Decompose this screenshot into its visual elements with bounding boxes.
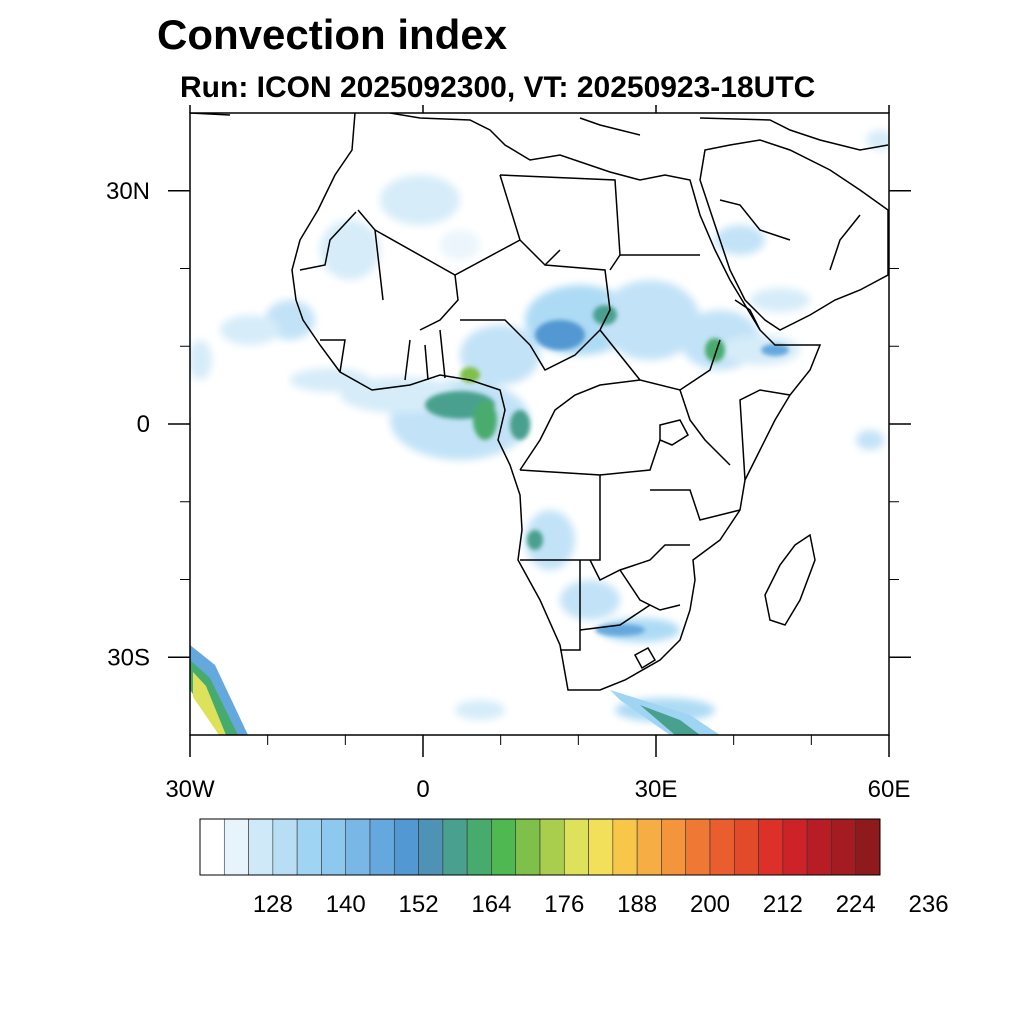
colorbar-box: [782, 818, 808, 876]
map-subtitle: Run: ICON 2025092300, VT: 20250923-18UTC: [180, 71, 816, 104]
colorbar-box: [491, 818, 517, 876]
colorbar-box: [272, 818, 298, 876]
colorbar-box: [418, 818, 444, 876]
colorbar-label: 224: [836, 891, 876, 918]
colorbar-box: [369, 818, 395, 876]
lat-label: 30N: [106, 178, 150, 205]
colorbar-box: [296, 818, 322, 876]
colorbar-label: 164: [471, 891, 511, 918]
axis-ticks: 30W 0 30E 60E 30N 0 30S: [106, 105, 911, 803]
colorbar-box: [563, 818, 589, 876]
colorbar-box: [758, 818, 784, 876]
colorbar-box: [466, 818, 492, 876]
colorbar-box: [345, 818, 371, 876]
lon-label: 30W: [165, 776, 215, 803]
lat-label: 30S: [107, 644, 150, 671]
colorbar-box: [831, 818, 857, 876]
colorbar-box: [806, 818, 832, 876]
colorbar-box: [733, 818, 759, 876]
colorbar-box: [685, 818, 711, 876]
colorbar-label: 152: [399, 891, 439, 918]
colorbar-box: [321, 818, 347, 876]
colorbar-box: [588, 818, 614, 876]
colorbar-box: [661, 818, 687, 876]
colorbar-box: [636, 818, 662, 876]
lon-label: 30E: [635, 776, 678, 803]
colorbar-label: 200: [690, 891, 730, 918]
colorbar-box: [709, 818, 735, 876]
colorbar-label: 236: [909, 891, 949, 918]
colorbar-box: [393, 818, 419, 876]
lon-label: 60E: [868, 776, 911, 803]
colorbar-box: [199, 818, 225, 876]
colorbar-box: [223, 818, 249, 876]
colorbar-box: [442, 818, 468, 876]
lon-label: 0: [416, 776, 429, 803]
colorbar-box: [855, 818, 881, 876]
convection-field: [190, 130, 889, 735]
colorbar-box: [539, 818, 565, 876]
colorbar-label: 128: [253, 891, 293, 918]
colorbar-label: 140: [326, 891, 366, 918]
colorbar-label: 176: [544, 891, 584, 918]
map-title: Convection index: [157, 11, 508, 58]
colorbar-frame: [199, 818, 881, 876]
lat-label: 0: [137, 411, 150, 438]
colorbar-label: 188: [617, 891, 657, 918]
colorbar-box: [515, 818, 541, 876]
colorbar-box: [248, 818, 274, 876]
map-frame: [189, 112, 890, 736]
colorbar-box: [612, 818, 638, 876]
colorbar: 128 140 152 164 176 188 200 212 224 236: [199, 818, 949, 918]
coastlines: [190, 113, 889, 691]
colorbar-label: 212: [763, 891, 803, 918]
